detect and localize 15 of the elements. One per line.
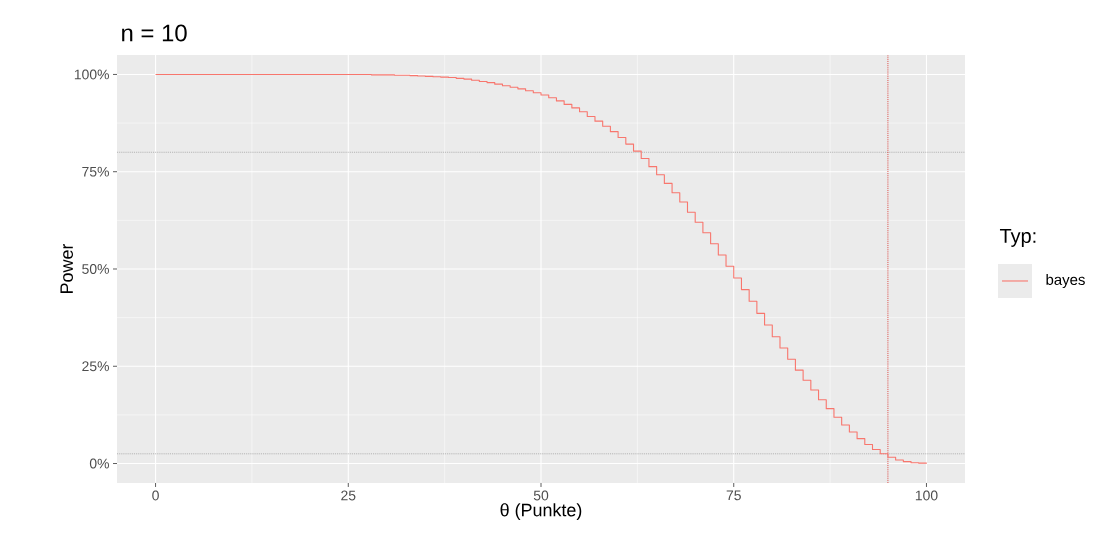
y-tick-label: 25% (82, 361, 109, 372)
y-tick-label: 50% (82, 264, 109, 274)
legend-label: bayes (1046, 274, 1085, 288)
x-tick-label: 50 (533, 490, 549, 501)
y-tick-label: 0% (89, 458, 109, 469)
x-tick-label: 0 (152, 490, 159, 501)
x-tick-label: 25 (341, 490, 356, 501)
x-tick-label: 100 (915, 490, 938, 501)
y-tick-label: 75% (82, 166, 109, 177)
legend-title: Typ: (999, 229, 1036, 247)
chart-title: n = 10 (122, 24, 187, 42)
y-tick-label: 100% (74, 69, 109, 80)
y-axis-title: Power (60, 243, 73, 293)
x-tick-label: 75 (726, 490, 741, 501)
x-axis-title: θ (Punkte) (500, 503, 582, 520)
